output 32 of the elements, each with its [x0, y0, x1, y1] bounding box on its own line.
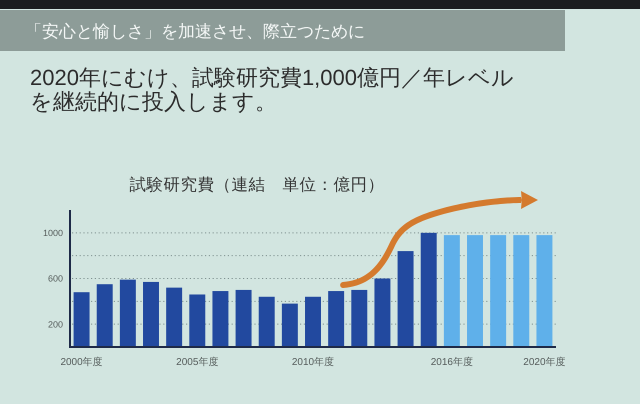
bar	[536, 235, 552, 347]
x-tick-label: 2000年度	[60, 356, 103, 368]
bar	[258, 296, 275, 347]
bar	[282, 304, 298, 347]
bar	[328, 291, 344, 347]
x-tick-label: 2020年度	[523, 356, 566, 368]
bar	[166, 288, 182, 347]
bar	[398, 251, 414, 347]
bar	[74, 292, 90, 347]
bar	[96, 284, 113, 347]
chart-title: 試験研究費（連結 単位：億円）	[130, 175, 384, 194]
bar	[444, 235, 460, 347]
bar	[467, 235, 483, 347]
bar	[351, 290, 368, 347]
bar	[143, 282, 159, 347]
bar	[189, 294, 206, 347]
text: 2020年にむけ、試験研究費1,000億円／年レベルを継続的に投入します。	[30, 65, 514, 114]
x-tick-label: 2016年度	[430, 356, 473, 368]
y-tick-label: 600	[48, 274, 63, 284]
bar	[305, 296, 321, 347]
x-tick-label: 2010年度	[292, 356, 334, 368]
bar	[236, 290, 252, 347]
bar	[490, 235, 506, 347]
y-tick-label: 200	[48, 319, 63, 330]
bar	[374, 278, 390, 347]
bar	[513, 235, 530, 347]
bar	[420, 232, 437, 347]
bar	[120, 280, 136, 347]
text: 「安心と愉しさ」を加速させ、際立つために	[25, 22, 365, 41]
y-tick-label: 1000	[42, 228, 63, 238]
bar	[212, 291, 228, 347]
x-tick-label: 2005年度	[176, 356, 218, 368]
